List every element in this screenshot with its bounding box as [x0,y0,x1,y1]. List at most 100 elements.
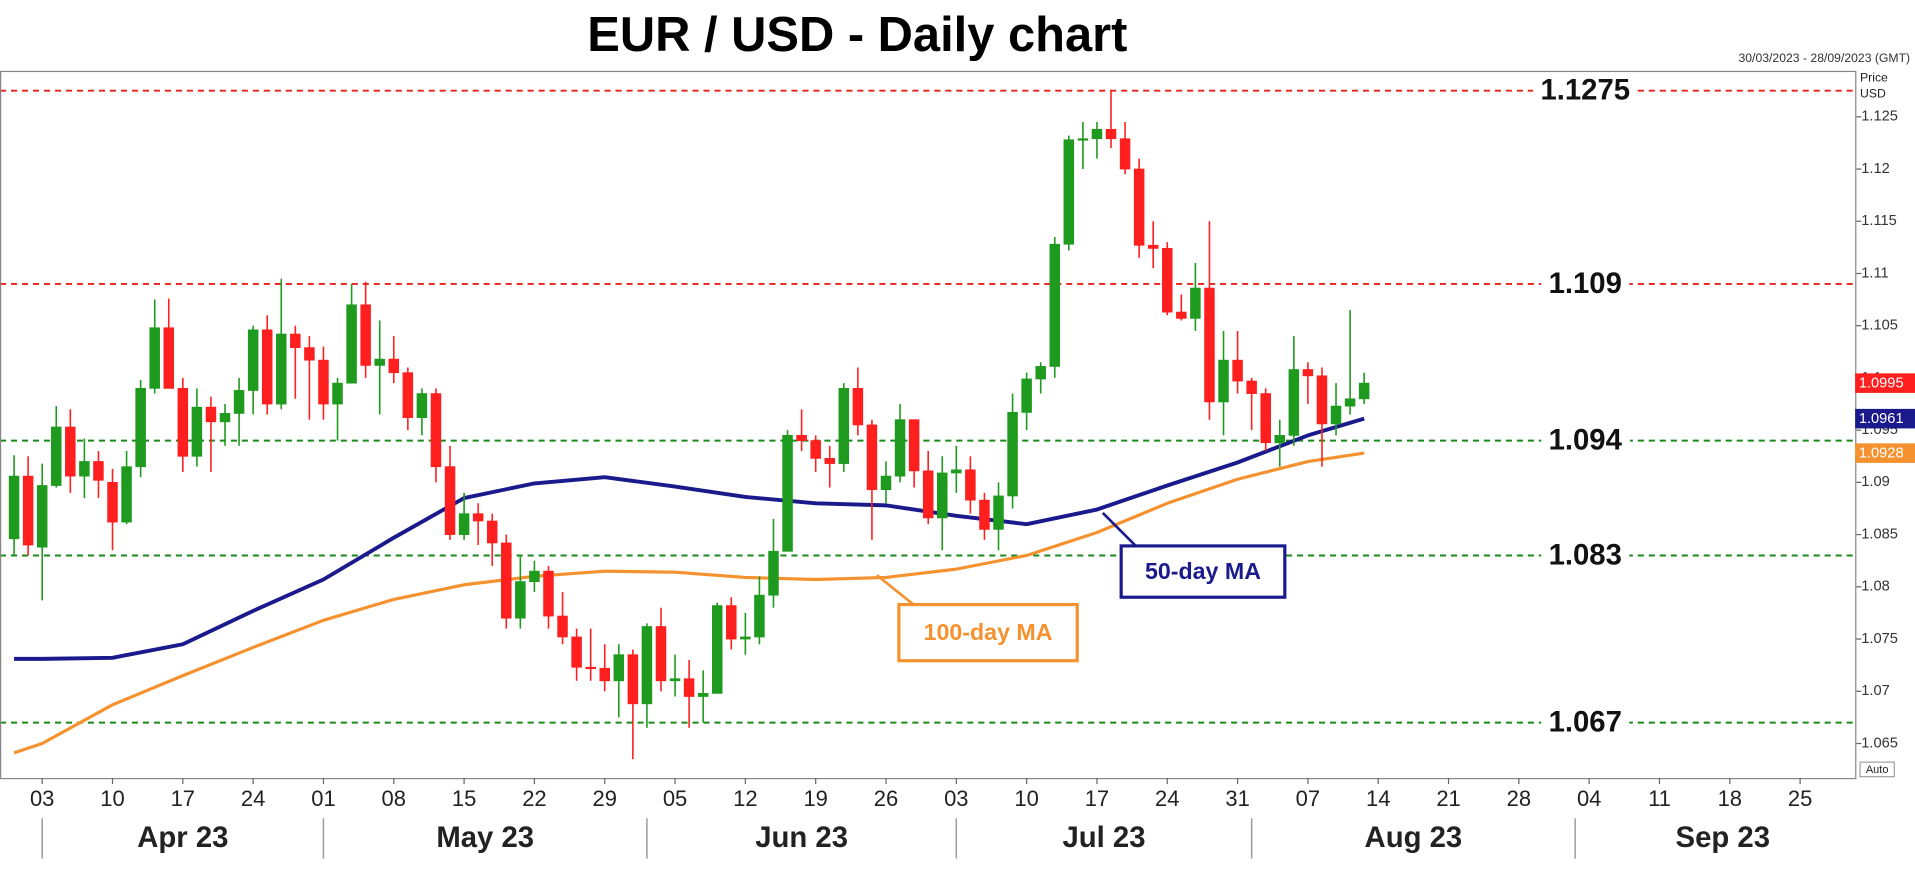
candle-body [1105,128,1117,140]
x-tick-label: 05 [663,786,687,811]
candle-body [965,469,976,501]
price-tag-label: 1.0961 [1859,411,1904,427]
y-tick-label: 1.09 [1861,474,1890,490]
level-label: 1.094 [1549,424,1623,457]
candle-body [866,424,878,491]
candle-body [1063,139,1075,245]
candle-body [529,570,540,582]
x-tick-label: 04 [1577,786,1601,811]
candle-body [880,475,892,491]
candle-body [318,359,329,405]
candle-body [388,358,400,374]
candle-body [641,626,653,705]
month-label: Jul 23 [1062,821,1145,854]
candle-body [1344,398,1356,407]
x-tick-label: 31 [1225,786,1249,811]
level-label: 1.067 [1549,706,1622,739]
candle-body [501,542,512,619]
candle-body [51,426,62,486]
x-tick-label: 25 [1788,786,1812,811]
candle-body [810,440,821,459]
candle-body [332,382,343,405]
x-tick-label: 17 [1085,786,1109,811]
x-tick-label: 21 [1436,786,1460,811]
candle-body [1133,168,1145,246]
y-tick-label: 1.12 [1861,161,1890,177]
price-tag [1855,373,1915,393]
candle-body [290,333,301,348]
scale-mode: Auto [1866,764,1889,776]
level-label-bg [1533,73,1638,107]
month-label: Jun 23 [755,821,848,854]
candle-body [163,327,175,389]
candle-body [1260,393,1271,444]
candle-body [149,327,160,389]
level-label-bg [1541,538,1630,572]
price-tag-label: 1.0928 [1859,446,1904,462]
candle-body [36,485,48,548]
x-tick-label: 18 [1718,786,1742,811]
x-tick-label: 11 [1648,786,1671,811]
candle-body [444,466,456,535]
price-tag-label: 1.0995 [1859,376,1904,392]
candle-body [247,329,259,391]
annotation-box [897,602,1079,663]
y-tick-label: 1.065 [1861,735,1898,751]
candle-body [360,304,371,366]
x-tick-label: 08 [382,786,406,811]
candle-body [683,678,695,697]
candle-body [430,393,442,468]
candle-body [1302,369,1314,377]
candle-body [1091,128,1103,140]
candle-body [894,419,906,477]
annotation-box [1119,544,1287,599]
x-tick-label: 17 [171,786,195,811]
annotation-label: 50-day MA [1145,558,1261,584]
candle-body [599,667,610,682]
candle-body [1204,287,1215,403]
y-tick-label: 1.105 [1861,318,1898,334]
candle-body [543,570,554,617]
candle-body [613,654,625,682]
candle-body [261,329,273,405]
candle-body [1035,366,1046,380]
y-axis-label: Price [1860,70,1888,84]
y-tick-label: 1.07 [1861,683,1890,699]
candle-body [951,469,962,474]
candle-body [346,304,357,384]
y-axis-label: USD [1860,86,1886,100]
chart-title: EUR / USD - Daily chart [587,8,1127,62]
candle-body [669,678,681,682]
x-tick-label: 01 [311,786,335,811]
candle-body [515,581,526,619]
level-label-bg [1541,423,1630,457]
candle-body [1246,380,1257,394]
x-tick-label: 10 [1014,786,1038,811]
candle-body [852,387,864,426]
annotation-leader [1101,511,1137,547]
x-tick-label: 26 [874,786,898,811]
price-tag [1855,443,1915,463]
candle-body [993,495,1004,530]
x-tick-label: 24 [241,786,265,811]
candle-body [557,615,568,638]
level-label-bg [1541,705,1630,739]
x-tick-label: 15 [452,786,476,811]
month-label: Sep 23 [1676,821,1770,854]
candle-body [1176,311,1187,319]
moving-average-line [13,451,1365,755]
month-label: Aug 23 [1365,821,1463,854]
candle-body [1077,138,1089,141]
candle-body [191,406,203,457]
candle-body [472,513,484,522]
candle-body [93,461,104,481]
candle-body [1190,287,1201,319]
x-tick-label: 24 [1155,786,1179,811]
month-label: May 23 [436,821,534,854]
candle-body [486,520,498,544]
candle-body [768,550,779,596]
candle-body [402,372,414,418]
candle-body [585,666,596,670]
candle-body [824,457,835,464]
